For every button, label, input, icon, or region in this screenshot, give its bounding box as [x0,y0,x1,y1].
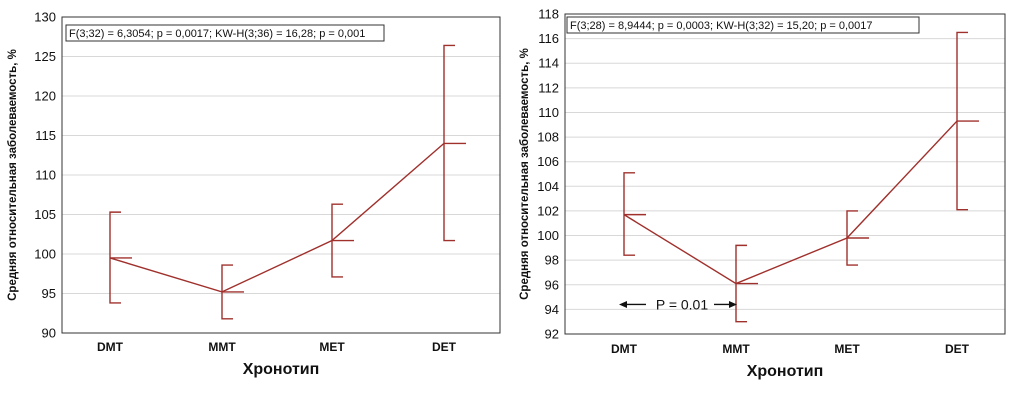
y-tick-label: 98 [545,253,559,268]
x-axis-title: Хронотип [747,363,824,380]
mean-line [109,142,445,293]
error-bar [443,44,466,242]
arrow-left-head [619,300,627,308]
arrow-right-head [729,300,737,308]
x-tick-label: DET [945,342,970,356]
error-bar [109,211,132,304]
y-tick-label: 110 [35,168,56,183]
y-tick-label: 95 [42,286,56,301]
x-tick-label: MMT [722,342,750,356]
y-tick-label: 108 [537,130,559,145]
p-value-annotation: P = 0.01 [656,296,709,312]
stats-box [65,24,385,42]
left-chart: 90 95 100 105 110 115 120 125 130 DMT MMT MET DET Хро… [7,10,501,378]
y-tick-label: 130 [34,10,56,25]
y-tick-label: 110 [538,105,559,120]
stats-box [566,16,920,34]
x-tick-label: DET [432,340,457,354]
error-bar [956,31,979,211]
error-bar [735,244,758,323]
x-tick-label: MMT [208,340,236,354]
y-tick-label: 94 [545,302,559,317]
error-bar [846,210,869,266]
mean-line [623,120,958,285]
y-tick-label: 92 [545,327,559,342]
y-tick-label: 120 [34,89,56,104]
plot-frame [61,16,501,334]
x-tick-label: DMT [97,340,124,354]
y-axis-title: Средняя относительная заболеваемость, % [519,48,531,300]
plot-frame [564,13,1006,335]
y-tick-label: 114 [538,56,559,71]
error-bar [331,203,354,278]
stats-text: F(3;32) = 6,3054; p = 0,0017; KW-H(3;36)… [69,28,365,40]
y-tick-label: 112 [538,80,559,95]
x-axis-title: Хронотип [243,361,320,378]
y-tick-label: 106 [537,154,559,169]
y-tick-label: 96 [545,277,559,292]
y-tick-label: 100 [34,247,56,262]
error-bar [623,172,646,256]
x-tick-label: MET [834,342,860,356]
y-tick-label: 118 [538,7,559,22]
y-tick-label: 115 [35,128,56,143]
stats-text: F(3;28) = 8,9444; p = 0,0003; KW-H(3;32)… [570,20,873,32]
x-tick-label: MET [319,340,345,354]
right-chart: 92 94 96 98 100 102 104 106 108 110 112 114 116 118 DM… [519,7,1006,380]
error-bar [221,264,244,320]
y-tick-label: 125 [34,49,56,64]
y-tick-label: 105 [34,207,56,222]
x-tick-label: DMT [611,342,638,356]
y-tick-label: 102 [537,203,559,218]
y-tick-label: 116 [538,31,559,46]
y-tick-label: 100 [537,228,559,243]
y-tick-label: 90 [42,326,56,341]
y-axis-title: Средняя относительная заболеваемость, % [7,49,19,301]
y-tick-label: 104 [537,179,559,194]
